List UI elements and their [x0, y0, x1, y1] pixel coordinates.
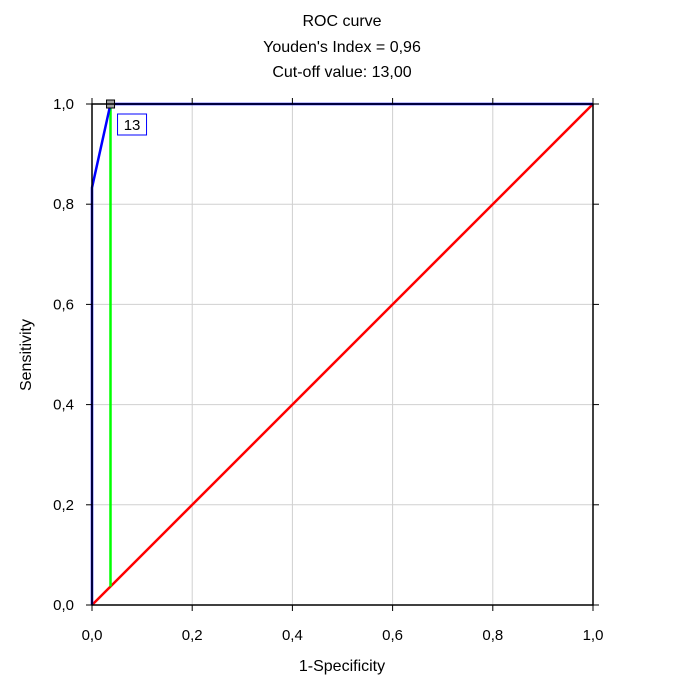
- chart-title: ROC curve: [302, 13, 381, 30]
- cutoff-label: 13: [124, 117, 141, 134]
- chart-subtitle-cutoff: Cut-off value: 13,00: [272, 64, 411, 81]
- chart-subtitle-youden: Youden's Index = 0,96: [263, 39, 421, 56]
- y-tick-label: 0,8: [53, 196, 74, 213]
- plot-frame-layer: [91, 103, 594, 606]
- y-tick-label: 0,6: [53, 296, 74, 313]
- plot-frame: [91, 103, 594, 606]
- x-tick-label: 0,0: [82, 627, 103, 644]
- series-layer: 13: [90, 99, 594, 606]
- x-axis-label: 1-Specificity: [299, 658, 385, 675]
- x-tick-label: 1,0: [583, 627, 604, 644]
- grid: [92, 104, 593, 605]
- x-tick-label: 0,2: [182, 627, 203, 644]
- x-tick-label: 0,8: [482, 627, 503, 644]
- y-tick-label: 0,0: [53, 597, 74, 614]
- y-tick-label: 1,0: [53, 96, 74, 113]
- x-tick-label: 0,6: [382, 627, 403, 644]
- x-tick-label: 0,4: [282, 627, 303, 644]
- y-tick-label: 0,2: [53, 497, 74, 514]
- tick-layer: 0,0 0,2 0,4 0,6 0,8 1,0 0,0 0,2 0,4 0,6 0,8 1,0: [53, 96, 603, 644]
- cutoff-label-box: [117, 113, 148, 136]
- y-tick-label: 0,4: [53, 397, 74, 414]
- y-axis-label: Sensitivity: [18, 319, 35, 391]
- reference-diagonal-line: [91, 103, 594, 606]
